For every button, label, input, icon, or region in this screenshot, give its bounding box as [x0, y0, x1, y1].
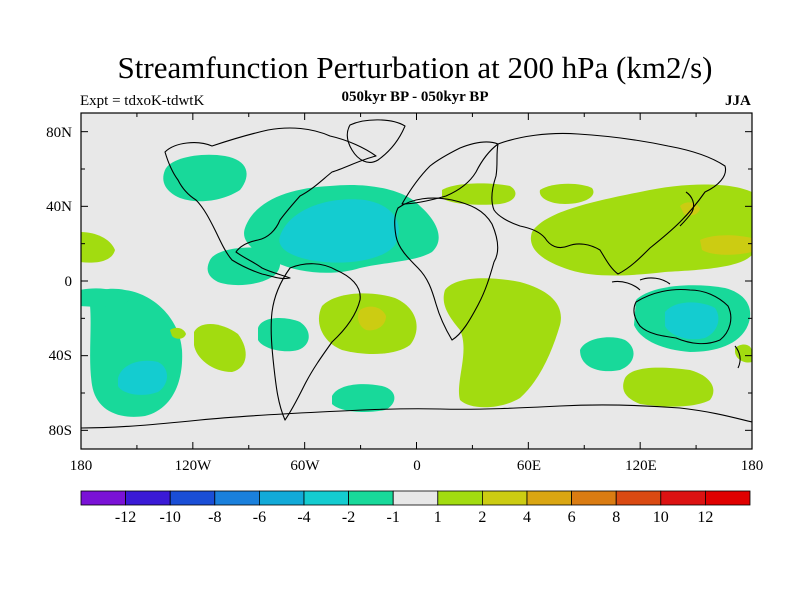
contour-pacific-core	[700, 235, 752, 255]
period-label: 050kyr BP - 050kyr BP	[341, 89, 489, 105]
contour-south-atlantic-low	[332, 384, 395, 412]
colorbar-label: 12	[697, 509, 713, 526]
contour-west-pacific-edge	[81, 232, 115, 263]
lon-tick-label: 60W	[290, 458, 320, 474]
contour-south-pacific-far	[623, 367, 714, 407]
lon-tick-label: 120E	[625, 458, 657, 474]
contour-australia-core	[665, 302, 719, 340]
contour-australia-east	[735, 344, 752, 363]
contour-south-atlantic-core	[358, 306, 386, 331]
colorbar-swatch	[303, 490, 349, 506]
lat-tick-label: 40N	[46, 199, 72, 215]
colorbar-label: -10	[160, 509, 181, 526]
colorbar-label: 10	[653, 509, 669, 526]
colorbar-label: -6	[253, 509, 266, 526]
map-title: Streamfunction Perturbation at 200 hPa (…	[117, 50, 713, 85]
colorbar-label: -1	[387, 509, 400, 526]
colorbar-swatch	[526, 490, 572, 506]
contour-indian-ocean-south	[580, 337, 634, 372]
colorbar-label: -12	[115, 509, 136, 526]
experiment-label: Expt = tdxoK-tdwtK	[80, 93, 205, 109]
season-label: JJA	[725, 93, 751, 109]
contour-central-asia	[539, 183, 594, 204]
colorbar-swatch	[571, 490, 617, 506]
lon-tick-label: 60E	[517, 458, 541, 474]
lat-tick-label: 40S	[49, 348, 72, 364]
contour-south-indian	[443, 278, 561, 408]
colorbar-swatch	[660, 490, 706, 506]
contour-far-west-tropical	[81, 288, 130, 307]
colorbar-swatch	[214, 490, 260, 506]
colorbar	[80, 490, 751, 506]
colorbar-label: -8	[208, 509, 221, 526]
colorbar-label: 6	[568, 509, 576, 526]
colorbar-label: -2	[342, 509, 355, 526]
colorbar-label: 4	[523, 509, 531, 526]
lat-tick-label: 0	[65, 274, 73, 290]
colorbar-swatch	[80, 490, 126, 506]
contour-south-pacific-east	[258, 318, 309, 352]
contour-southern-ocean-southwest	[170, 327, 186, 339]
contour-south-pacific-core	[118, 360, 167, 395]
contour-fields	[81, 119, 752, 429]
colorbar-swatch	[258, 490, 305, 506]
lat-tick-label: 80N	[46, 125, 72, 141]
colorbar-swatch	[392, 490, 439, 506]
contour-atlantic-core	[279, 199, 399, 263]
lat-tick-label: 80S	[49, 423, 72, 439]
colorbar-label: 8	[612, 509, 620, 526]
colorbar-swatch	[705, 490, 751, 506]
colorbar-swatch	[615, 490, 662, 506]
colorbar-label: -4	[297, 509, 310, 526]
lon-tick-label: 180	[741, 458, 764, 474]
colorbar-swatch	[348, 490, 394, 506]
axis-ticks	[80, 113, 753, 449]
lon-tick-label: 0	[413, 458, 421, 474]
colorbar-label: 1	[434, 509, 442, 526]
contour-north-africa	[442, 183, 516, 205]
colorbar-swatch	[437, 490, 483, 506]
colorbar-label: 2	[478, 509, 486, 526]
colorbar-swatch	[125, 490, 171, 506]
colorbar-swatch	[481, 490, 528, 506]
colorbar-swatch	[169, 490, 216, 506]
coastlines	[81, 119, 752, 429]
contour-south-central-pacific	[194, 323, 246, 372]
lon-tick-label: 120W	[175, 458, 213, 474]
lon-tick-label: 180	[70, 458, 93, 474]
